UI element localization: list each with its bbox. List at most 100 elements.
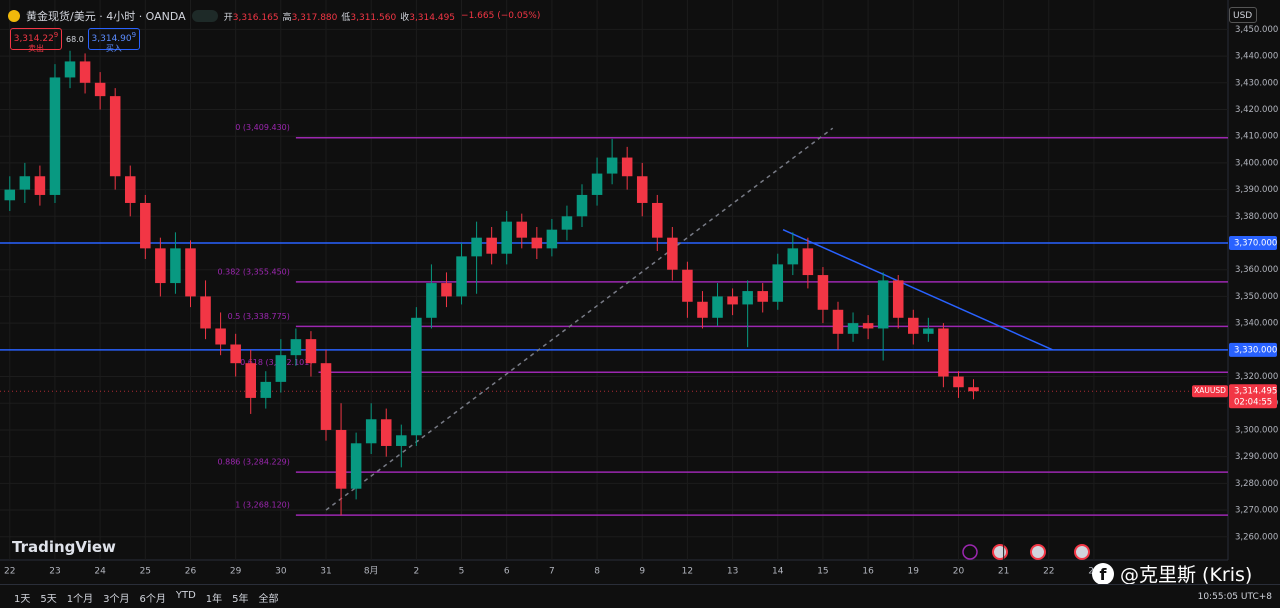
candle-body	[953, 376, 964, 388]
candle-body	[230, 344, 241, 364]
x-tick-label: 5	[459, 567, 465, 577]
symbol-icon	[8, 10, 20, 22]
candle-body	[546, 229, 558, 249]
candle-body	[802, 248, 814, 276]
ohlc-item: 收3,314.495	[400, 10, 455, 23]
x-tick-label: 22	[4, 567, 15, 577]
candle-body	[365, 419, 377, 444]
chart: 0 (3,409.430) 0.382 (3,355.450) 0.5 (3,338…	[0, 0, 1280, 584]
x-tick-label: 31	[320, 567, 331, 577]
price-tag	[1229, 384, 1277, 409]
fib-label: 0.382 (3,355.450)	[217, 267, 289, 276]
candle-body	[652, 202, 663, 238]
candle-body	[682, 269, 693, 302]
period-button[interactable]: 1天	[14, 593, 31, 605]
period-button[interactable]: 6个月	[139, 593, 166, 605]
candle-body	[877, 280, 889, 329]
y-tick-label: 3,340.000	[1235, 319, 1278, 329]
candle-body	[606, 157, 618, 174]
candle-body	[140, 202, 151, 249]
y-tick-label: 3,420.000	[1235, 105, 1278, 115]
period-button[interactable]: 全部	[258, 593, 279, 605]
symbol-name[interactable]: 黄金现货/美元 · 4小时 · OANDA	[26, 10, 186, 23]
candle-body	[501, 221, 512, 254]
candle-body	[109, 96, 121, 177]
buy-button[interactable]: 3,314.909 买入	[87, 28, 140, 53]
x-tick-label: 29	[230, 567, 242, 577]
y-tick-label: 3,320.000	[1235, 372, 1278, 382]
candle-body	[200, 296, 211, 329]
period-button[interactable]: 5年	[232, 593, 249, 605]
candle-body	[275, 355, 287, 382]
candle-body	[892, 280, 904, 318]
clock[interactable]: 10:55:05 UTC+8	[1197, 592, 1272, 602]
candle-body	[621, 157, 633, 177]
sell-label: 卖出	[28, 44, 44, 53]
y-tick-label: 3,440.000	[1235, 52, 1278, 62]
fb-icon: f	[1092, 562, 1114, 585]
currency-select[interactable]: USD	[1229, 7, 1257, 23]
ohlc-key: 低	[341, 12, 351, 23]
x-tick-label: 25	[140, 567, 151, 577]
candle-body	[155, 248, 166, 284]
candle-body	[350, 443, 362, 489]
x-tick-label: 15	[817, 567, 828, 577]
candle-body	[305, 339, 317, 364]
event-icon[interactable]	[1030, 544, 1046, 560]
period-button[interactable]: 5天	[40, 593, 57, 605]
candle-body	[712, 296, 723, 318]
candle-body	[170, 248, 181, 284]
sell-sup: 9	[53, 31, 59, 39]
candle-body	[968, 387, 979, 392]
candle-body	[4, 189, 16, 201]
x-tick-label: 16	[862, 567, 874, 577]
y-tick-label: 3,260.000	[1235, 532, 1278, 542]
candle-body	[531, 237, 543, 249]
x-tick-label: 9	[639, 567, 645, 577]
ohlc-value: 3,316.165	[232, 12, 279, 23]
x-tick-label: 6	[504, 567, 510, 577]
x-tick-label: 30	[275, 567, 287, 577]
candle-body	[757, 291, 768, 302]
ohlc-key: 开	[223, 12, 233, 23]
period-button[interactable]: YTD	[175, 589, 196, 601]
candle-body	[215, 328, 226, 345]
candle-body	[471, 237, 482, 257]
candle-body	[185, 248, 196, 297]
watermark-text: @克里斯 (Kris)	[1120, 564, 1253, 586]
level-tag	[1229, 342, 1277, 357]
symbol-header: 黄金现货/美元 · 4小时 · OANDA 开3,316.165 高3,317.8…	[8, 8, 540, 24]
change: −1.665 (−0.05%)	[461, 11, 541, 21]
event-icon[interactable]	[992, 544, 1008, 560]
period-button[interactable]: 1个月	[66, 593, 94, 605]
level-tag	[1229, 236, 1277, 251]
ohlc-value: 3,314.495	[409, 12, 456, 23]
candle-body	[817, 275, 829, 310]
x-tick-label: 8	[594, 567, 600, 577]
sell-button[interactable]: 3,314.229 卖出	[10, 28, 62, 53]
x-tick-label: 12	[682, 567, 693, 577]
candle-body	[49, 77, 61, 195]
event-icon[interactable]	[1074, 544, 1090, 560]
candle-body	[94, 82, 106, 97]
candle-body	[636, 176, 648, 203]
buy-sup: 9	[131, 31, 137, 39]
candle-body	[426, 283, 437, 318]
chart-bg	[0, 0, 1280, 584]
annotations: 0 (3,409.430) 0.382 (3,355.450) 0.5 (3,338…	[0, 123, 1228, 516]
candle-body	[862, 323, 874, 329]
x-tick-label: 21	[998, 567, 1009, 577]
y-tick-label: 3,380.000	[1235, 212, 1278, 222]
event-icon[interactable]	[962, 544, 978, 560]
bottom-toolbar: 1天 5天 1个月 3个月 6个月 YTD 1年 5年 全部 10:55:05 UTC+8	[0, 584, 1280, 608]
sell-price: 3,314.22	[13, 34, 54, 44]
x-tick-label: 19	[908, 567, 920, 577]
watermark: f @克里斯 (Kris)	[1092, 560, 1252, 587]
candle-body	[591, 173, 603, 195]
y-tick-label: 3,280.000	[1235, 479, 1278, 489]
candle-body	[561, 216, 573, 230]
period-button[interactable]: 3个月	[103, 593, 130, 605]
period-button[interactable]: 1年	[205, 593, 223, 605]
